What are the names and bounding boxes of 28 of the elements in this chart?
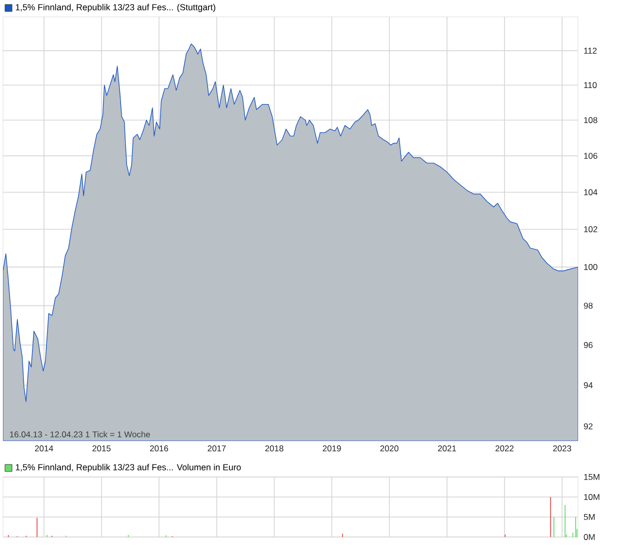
- y-tick-label: 98: [584, 302, 593, 309]
- y-tick-label: 110: [584, 82, 597, 88]
- y-tick-label: 112: [584, 48, 597, 54]
- y-tick-label: 5M: [584, 514, 595, 520]
- y-tick-label: 102: [584, 226, 598, 232]
- x-tick-label: 2016: [150, 445, 168, 452]
- y-tick-label: 0M: [584, 534, 595, 540]
- y-tick-label: 104: [584, 189, 598, 196]
- y-tick-label: 92: [584, 423, 593, 430]
- y-tick-label: 15M: [584, 474, 600, 480]
- x-tick-label: 2020: [380, 445, 398, 452]
- x-tick-label: 2019: [322, 445, 341, 452]
- y-tick-label: 108: [584, 117, 598, 124]
- y-tick-label: 94: [584, 382, 593, 388]
- x-tick-label: 2022: [496, 445, 514, 452]
- x-tick-label: 2023: [553, 445, 572, 452]
- y-tick-label: 96: [584, 342, 593, 348]
- x-tick-label: 2014: [34, 445, 54, 452]
- legend-label: 1,5% Finnland, Republik 13/23 auf Fes... Volumen in Euro: [16, 464, 241, 472]
- annotation: 16.04.13 - 12.04.23 1 Tick = 1 Woche: [10, 431, 150, 438]
- legend-label: 1,5% Finnland, Republik 13/23 auf Fes... (Stuttgart): [16, 4, 216, 12]
- x-tick-label: 2018: [265, 445, 284, 452]
- x-tick-label: 2015: [92, 445, 111, 452]
- y-tick-label: 10M: [584, 494, 600, 500]
- x-tick-label: 2017: [208, 445, 226, 452]
- y-tick-label: 100: [584, 264, 598, 270]
- y-tick-label: 106: [584, 152, 598, 159]
- x-tick-label: 2021: [438, 445, 456, 452]
